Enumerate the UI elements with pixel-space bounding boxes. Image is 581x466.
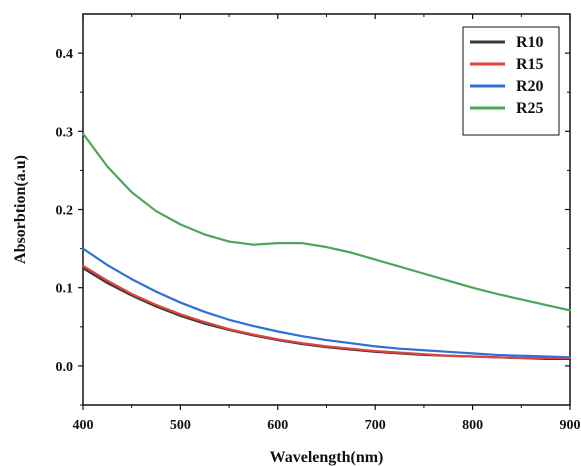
y-tick-label: 0.0 xyxy=(56,360,74,375)
y-tick-label: 0.4 xyxy=(56,47,74,62)
x-tick-label: 500 xyxy=(170,418,191,433)
x-axis-title: Wavelength(nm) xyxy=(270,449,384,466)
y-tick-label: 0.3 xyxy=(56,125,74,140)
legend-label-r10: R10 xyxy=(516,34,544,51)
x-tick-label: 800 xyxy=(462,418,483,433)
x-tick-label: 600 xyxy=(267,418,288,433)
legend-box xyxy=(462,26,560,136)
legend-label-r20: R20 xyxy=(516,78,544,95)
y-tick-label: 0.2 xyxy=(56,204,74,219)
x-tick-label: 700 xyxy=(365,418,386,433)
series-r20-line xyxy=(81,247,572,359)
series-r25-line xyxy=(81,132,572,312)
y-tick-label: 0.1 xyxy=(56,282,74,297)
legend-label-r25: R25 xyxy=(516,100,544,117)
y-axis-title: Absorbtion(a.u) xyxy=(12,155,29,264)
x-tick-label: 900 xyxy=(560,418,581,433)
legend-label-r15: R15 xyxy=(516,56,544,73)
series-r15-line xyxy=(81,264,572,360)
x-tick-label: 400 xyxy=(73,418,94,433)
